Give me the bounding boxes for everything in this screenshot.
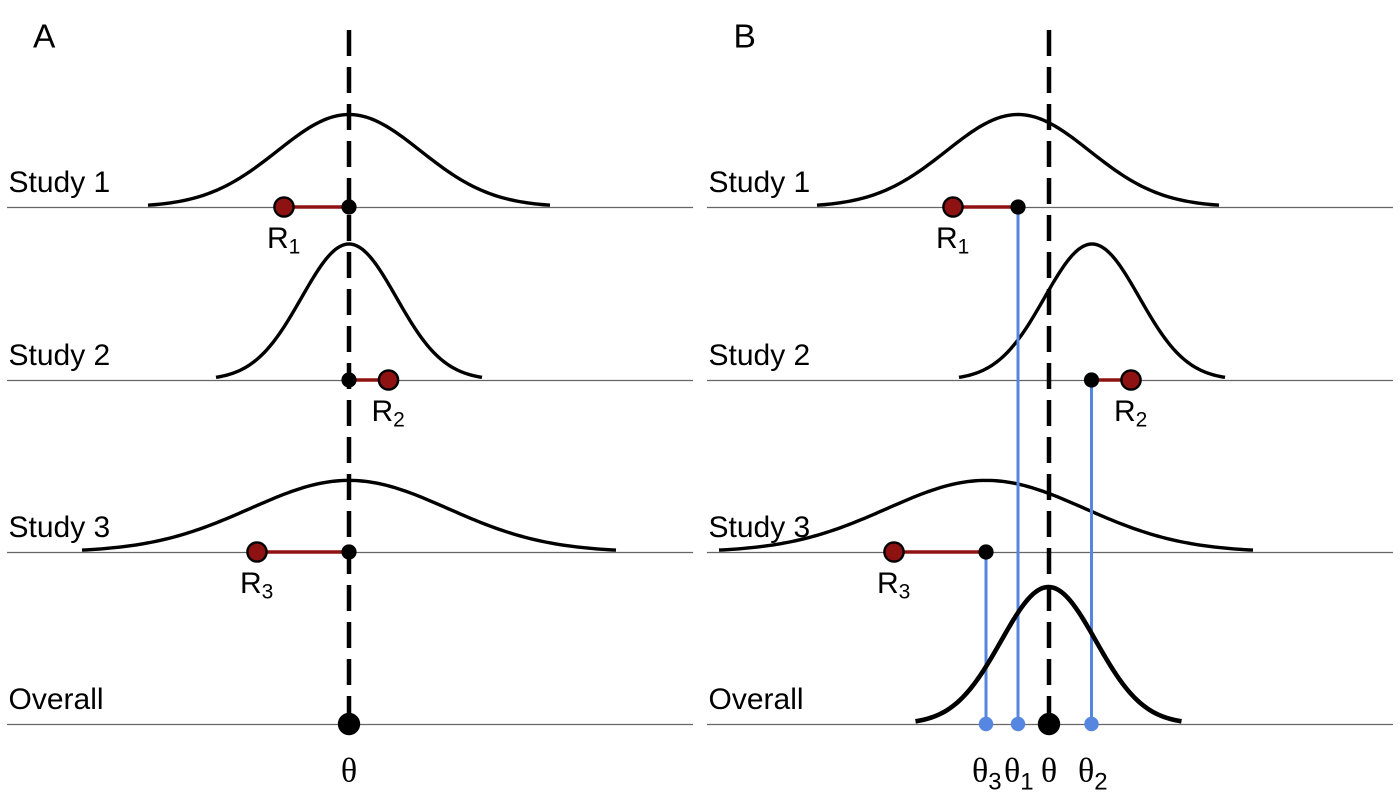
svg-text:Study 1: Study 1 — [709, 166, 811, 199]
svg-text:A: A — [33, 19, 56, 56]
svg-text:B: B — [734, 19, 756, 56]
svg-text:Study 3: Study 3 — [9, 511, 111, 544]
svg-text:Study 2: Study 2 — [709, 339, 811, 372]
svg-text:θ: θ — [341, 753, 357, 790]
svg-text:R3: R3 — [240, 567, 273, 604]
svg-text:Study 3: Study 3 — [709, 511, 811, 544]
svg-text:Overall: Overall — [9, 683, 104, 716]
svg-text:Overall: Overall — [709, 683, 804, 716]
svg-text:θ: θ — [1041, 753, 1057, 790]
svg-text:Study 2: Study 2 — [9, 339, 111, 372]
svg-text:Study 1: Study 1 — [9, 166, 111, 199]
